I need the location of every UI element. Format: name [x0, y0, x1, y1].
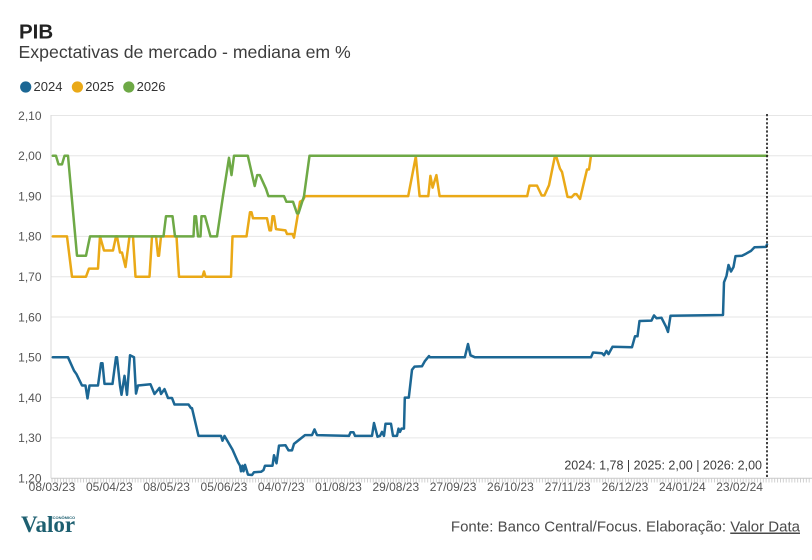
svg-text:01/08/23: 01/08/23 — [315, 480, 362, 494]
svg-text:2,00: 2,00 — [18, 149, 42, 163]
svg-text:1,90: 1,90 — [18, 189, 42, 203]
svg-text:27/09/23: 27/09/23 — [430, 480, 477, 494]
svg-text:1,50: 1,50 — [18, 351, 42, 365]
svg-text:27/11/23: 27/11/23 — [545, 480, 591, 494]
svg-text:Fonte: Banco Central/Focus. El: Fonte: Banco Central/Focus. Elaboração: … — [451, 519, 801, 536]
svg-text:2024: 2024 — [34, 79, 63, 94]
svg-text:1,70: 1,70 — [18, 270, 42, 284]
svg-text:23/02/24: 23/02/24 — [716, 480, 763, 494]
svg-text:1,20: 1,20 — [18, 472, 42, 486]
svg-text:05/04/23: 05/04/23 — [86, 480, 133, 494]
svg-text:Valor: Valor — [21, 512, 75, 537]
svg-text:1,30: 1,30 — [18, 431, 42, 445]
svg-text:2026: 2026 — [137, 79, 166, 94]
svg-text:26/12/23: 26/12/23 — [602, 480, 649, 494]
svg-text:PIB: PIB — [19, 20, 53, 43]
svg-text:2,10: 2,10 — [18, 109, 42, 123]
svg-text:05/06/23: 05/06/23 — [201, 480, 248, 494]
svg-text:Expectativas de mercado - medi: Expectativas de mercado - mediana em % — [19, 42, 352, 62]
svg-text:04/07/23: 04/07/23 — [258, 480, 305, 494]
svg-text:ECONÔMICO: ECONÔMICO — [50, 515, 75, 520]
svg-text:08/05/23: 08/05/23 — [143, 480, 190, 494]
svg-text:2024: 1,78 | 2025: 2,00 | 2026: 2024: 1,78 | 2025: 2,00 | 2026: 2,00 — [564, 459, 762, 473]
svg-text:26/10/23: 26/10/23 — [487, 480, 534, 494]
svg-text:1,60: 1,60 — [18, 310, 42, 324]
svg-text:1,40: 1,40 — [18, 391, 42, 405]
svg-text:08/03/23: 08/03/23 — [29, 480, 76, 494]
svg-text:2025: 2025 — [85, 79, 114, 94]
svg-text:29/08/23: 29/08/23 — [372, 480, 419, 494]
svg-text:1,80: 1,80 — [18, 230, 42, 244]
svg-text:24/01/24: 24/01/24 — [659, 480, 706, 494]
